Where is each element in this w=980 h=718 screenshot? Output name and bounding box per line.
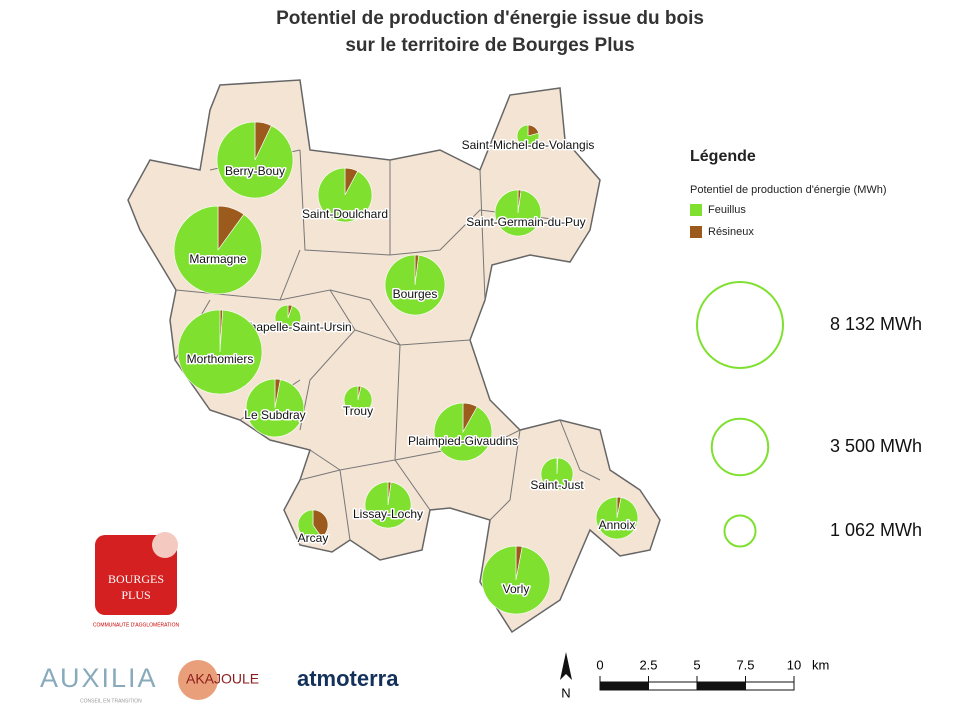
scale-segment (745, 681, 795, 691)
pie-wedge (317, 167, 373, 223)
commune-label: Bourges (393, 287, 438, 301)
size-circle (696, 281, 784, 369)
atmoterra-logo: atmoterra (297, 666, 399, 691)
pie-wedge (297, 509, 322, 541)
scale-label: 5 (693, 657, 700, 672)
size-label: 8 132 MWh (830, 314, 922, 334)
title: sur le territoire de Bourges Plus (345, 35, 634, 56)
commune-label: Saint-Just (530, 478, 584, 492)
pie-wedge (540, 457, 574, 491)
legend-swatch (690, 204, 702, 216)
legend-label: Résineux (708, 226, 754, 238)
commune-label: Annoix (599, 518, 636, 532)
legend-subtitle: Potentiel de production d'énergie (MWh) (690, 184, 887, 196)
legend-swatch (690, 226, 702, 238)
pie-wedge (494, 189, 542, 237)
logo-text: PLUS (121, 588, 150, 602)
commune-label: Saint-Michel-de-Volangis (462, 138, 595, 152)
pie-wedge (595, 496, 639, 540)
akajoule-logo: AKAJOULE (186, 671, 259, 687)
commune-label: Vorly (503, 582, 530, 596)
pie-wedge (173, 205, 263, 295)
commune-label: Morthomiers (187, 352, 254, 366)
scale-segment (599, 681, 649, 691)
legend-label: Feuillus (708, 204, 746, 216)
pie-wedge (384, 254, 446, 316)
north-arrow (560, 652, 572, 680)
akajoule-circle (178, 660, 218, 700)
scale-segment (696, 681, 746, 691)
commune-label: Trouy (343, 404, 373, 418)
scale-label: 7.5 (736, 657, 754, 672)
commune-label: Lissay-Lochy (353, 507, 423, 521)
logo-box (95, 535, 177, 615)
pie-wedge (245, 378, 305, 438)
scale-segment (648, 681, 698, 691)
pie-wedge (312, 509, 329, 538)
pie-wedge (343, 385, 373, 415)
auxilia-subtext: CONSEIL EN TRANSITION (80, 698, 142, 704)
commune-label: Saint-Doulchard (302, 207, 388, 221)
scale-label: 0 (596, 657, 603, 672)
size-label: 3 500 MWh (830, 436, 922, 456)
pie-wedge (481, 545, 551, 615)
commune-label: Arcay (298, 531, 329, 545)
pie-wedge (177, 309, 263, 395)
title: Potentiel de production d'énergie issue … (276, 8, 704, 29)
logo-circle (152, 532, 178, 558)
commune-label: Plaimpied-Givaudins (408, 434, 518, 448)
commune-label: Le Subdray (244, 408, 305, 422)
pie-wedge (216, 121, 294, 199)
north-label: N (561, 685, 570, 700)
commune-label: Berry-Bouy (225, 164, 285, 178)
size-circle (710, 417, 770, 477)
commune-label: Saint-Germain-du-Puy (466, 215, 585, 229)
pie-wedge (516, 124, 540, 148)
pie-wedge (274, 304, 302, 332)
legend-title: Légende (690, 148, 756, 165)
auxilia-logo: AUXILIA (40, 663, 158, 693)
logo-subtext: COMMUNAUTÉ D'AGGLOMÉRATION (93, 621, 180, 628)
logo-text: BOURGES (108, 572, 164, 586)
bourges-logo: BOURGES PLUS COMMUNAUTÉ D'AGGLOMÉRATION (93, 532, 180, 628)
size-circle (723, 514, 757, 548)
commune-label: Marmagne (189, 252, 247, 266)
scale-label: 10 (787, 657, 801, 672)
scale-label: 2.5 (639, 657, 657, 672)
pie-wedge (433, 402, 493, 462)
size-label: 1 062 MWh (830, 520, 922, 540)
pie-wedge (364, 481, 412, 529)
scale-unit: km (812, 657, 829, 672)
